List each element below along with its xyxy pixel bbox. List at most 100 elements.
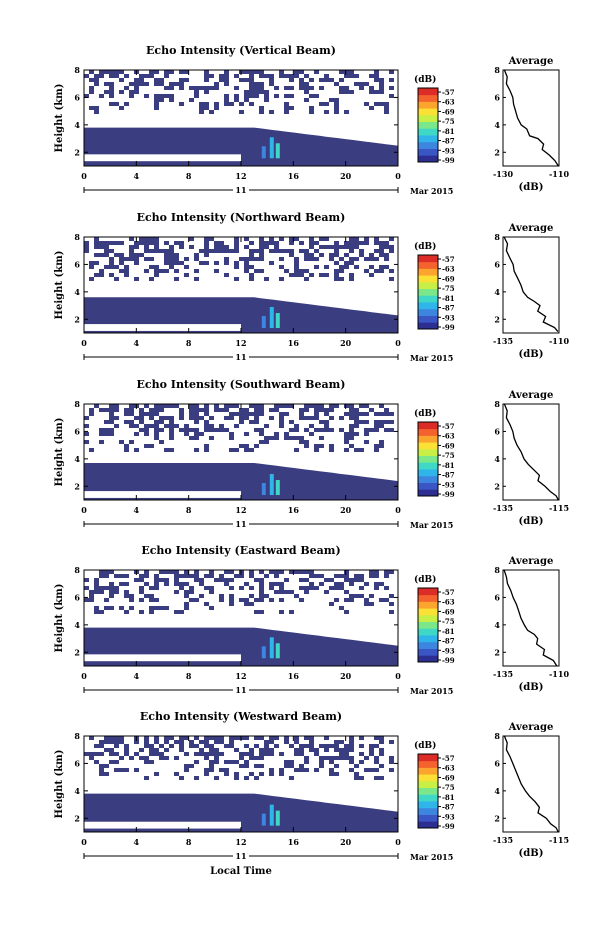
echo-speckle xyxy=(259,440,264,444)
colorbar-swatch xyxy=(418,448,438,457)
echo-speckle xyxy=(124,257,129,261)
echo-speckle xyxy=(314,748,319,752)
echo-speckle xyxy=(114,408,119,412)
echo-speckle xyxy=(194,253,199,257)
echo-speckle xyxy=(354,241,359,245)
echo-speckle xyxy=(289,590,294,594)
echo-speckle xyxy=(234,98,239,102)
heatmap xyxy=(84,237,398,333)
colorbar-swatch xyxy=(418,767,438,775)
echo-speckle xyxy=(224,744,229,748)
panel-4: Echo Intensity (Eastward Beam)2468Height… xyxy=(54,544,569,696)
echo-speckle xyxy=(84,586,89,590)
echo-speckle xyxy=(144,444,149,448)
colorbar-swatch xyxy=(418,435,438,443)
echo-speckle xyxy=(234,245,239,249)
echo-speckle xyxy=(114,404,119,408)
echo-speckle xyxy=(254,412,259,416)
echo-speckle xyxy=(374,744,379,748)
colorbar-frame xyxy=(417,587,439,663)
echo-speckle xyxy=(129,249,134,253)
echo-speckle xyxy=(289,764,294,768)
echo-speckle xyxy=(164,740,169,744)
echo-speckle xyxy=(264,752,269,756)
echo-speckle xyxy=(194,776,199,780)
panel-3: Echo Intensity (Southward Beam)2468Heigh… xyxy=(54,378,569,530)
echo-speckle xyxy=(119,582,124,586)
echo-speckle xyxy=(94,590,99,594)
colorbar-label: -57 xyxy=(442,422,455,431)
echo-speckle xyxy=(264,424,269,428)
x-tick-label: 4 xyxy=(134,671,140,681)
colorbar-label: -81 xyxy=(442,793,455,802)
echo-speckle xyxy=(319,237,324,241)
profile-frame xyxy=(502,69,560,167)
echo-speckle xyxy=(189,412,194,416)
echo-speckle xyxy=(259,110,264,114)
echo-speckle xyxy=(249,586,254,590)
echo-speckle xyxy=(249,70,254,74)
echo-speckle xyxy=(244,448,249,452)
echo-speckle xyxy=(179,241,184,245)
colorbar-swatch xyxy=(418,628,438,636)
echo-speckle xyxy=(254,86,259,90)
echo-speckle xyxy=(334,273,339,277)
x-tick-label: 8 xyxy=(186,171,192,181)
echo-speckle xyxy=(159,606,164,610)
echo-speckle xyxy=(179,574,184,578)
echo-speckle xyxy=(239,412,244,416)
echo-speckle xyxy=(374,582,379,586)
echo-speckle xyxy=(164,253,169,257)
echo-speckle xyxy=(344,570,349,574)
echo-speckle xyxy=(389,768,394,772)
echo-speckle xyxy=(124,420,129,424)
echo-speckle xyxy=(214,740,219,744)
echo-speckle xyxy=(124,412,129,416)
echo-speckle xyxy=(339,740,344,744)
echo-speckle xyxy=(174,261,179,265)
echo-speckle xyxy=(354,237,359,241)
echo-speckle xyxy=(369,273,374,277)
echo-speckle xyxy=(299,744,304,748)
echo-speckle xyxy=(139,241,144,245)
echo-speckle xyxy=(319,574,324,578)
colorbar-swatch xyxy=(418,322,438,330)
colorbar-swatch xyxy=(418,774,438,782)
profile-x-axis-label: (dB) xyxy=(519,682,544,693)
echo-speckle xyxy=(239,416,244,420)
echo-speckle xyxy=(104,90,109,94)
echo-speckle xyxy=(199,106,204,110)
echo-speckle xyxy=(379,740,384,744)
echo-speckle xyxy=(239,598,244,602)
echo-speckle xyxy=(114,768,119,772)
echo-speckle xyxy=(244,444,249,448)
echo-speckle xyxy=(154,245,159,249)
colorbar-label: -57 xyxy=(442,588,455,597)
echo-speckle xyxy=(204,78,209,82)
colorbar-unit: (dB) xyxy=(414,408,436,419)
echo-speckle xyxy=(339,78,344,82)
echo-speckle xyxy=(319,253,324,257)
echo-speckle xyxy=(369,594,374,598)
echo-speckle xyxy=(334,82,339,86)
echo-strong-cell xyxy=(275,313,280,329)
echo-speckle xyxy=(309,574,314,578)
profile-frame xyxy=(502,569,560,667)
echo-speckle xyxy=(374,412,379,416)
echo-speckle xyxy=(289,86,294,90)
profile-y-tick-label: 2 xyxy=(494,147,500,157)
echo-speckle xyxy=(169,82,174,86)
echo-speckle xyxy=(279,420,284,424)
echo-speckle xyxy=(129,90,134,94)
echo-speckle xyxy=(334,253,339,257)
colorbar-swatch xyxy=(418,135,438,143)
echo-speckle xyxy=(109,570,114,574)
echo-speckle xyxy=(334,582,339,586)
echo-speckle xyxy=(94,586,99,590)
echo-strong-cell xyxy=(261,316,266,329)
echo-speckle xyxy=(259,253,264,257)
echo-speckle xyxy=(114,416,119,420)
echo-speckle xyxy=(329,253,334,257)
echo-speckle xyxy=(359,752,364,756)
